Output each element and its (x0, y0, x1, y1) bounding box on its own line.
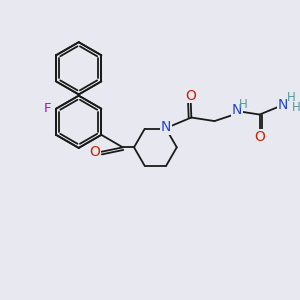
Text: O: O (254, 130, 265, 143)
Text: H: H (292, 101, 300, 114)
Text: O: O (89, 145, 100, 159)
Text: F: F (44, 102, 52, 115)
Text: O: O (185, 88, 196, 103)
Text: N: N (161, 120, 171, 134)
Text: N: N (232, 103, 242, 117)
Text: H: H (286, 92, 295, 104)
Text: N: N (278, 98, 288, 112)
Text: H: H (238, 98, 247, 111)
